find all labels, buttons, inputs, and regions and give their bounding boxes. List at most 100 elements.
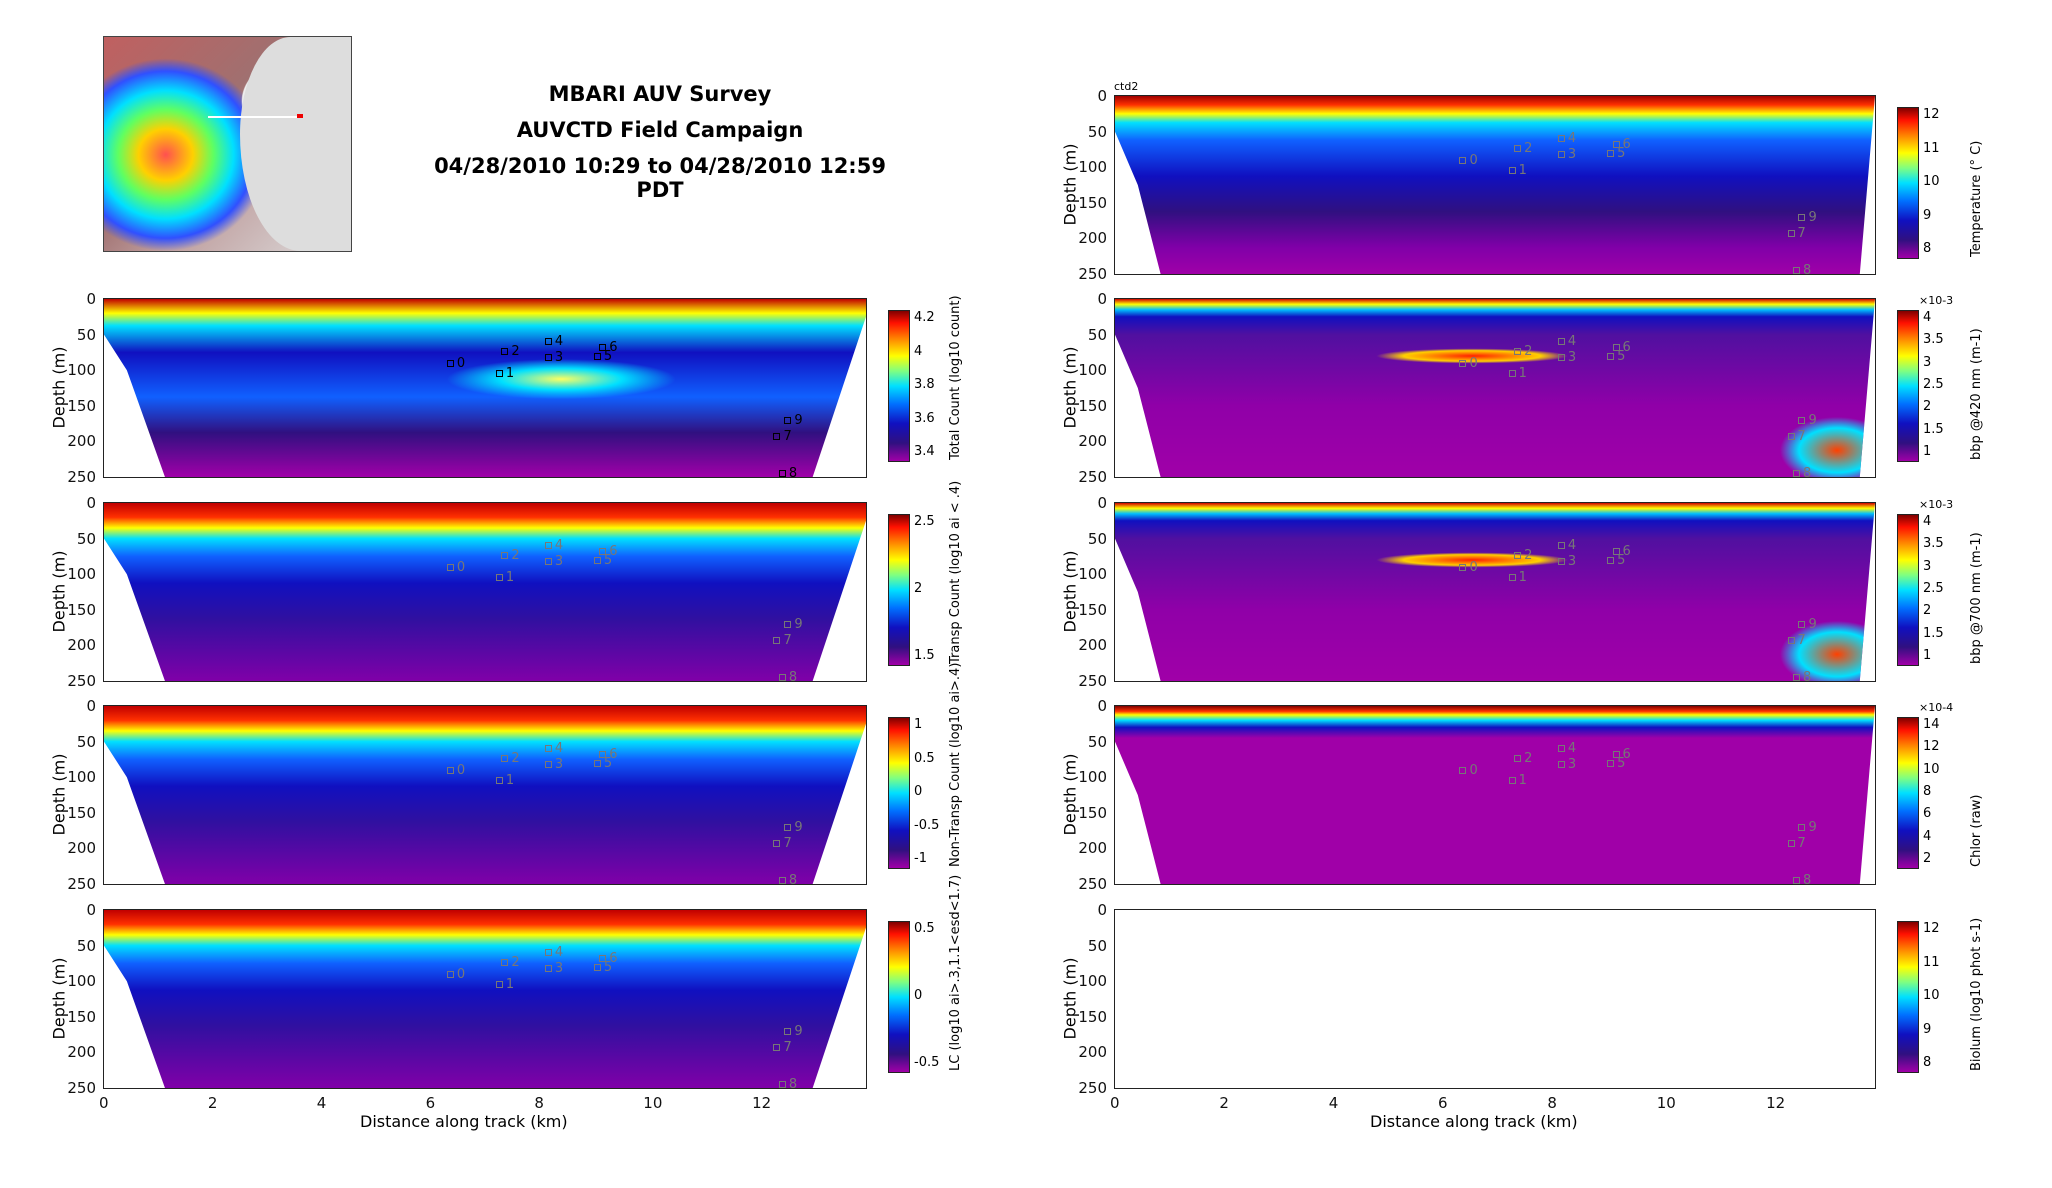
y-tick-label: 0 xyxy=(86,494,96,512)
marker-square-icon xyxy=(1792,267,1800,275)
colorbar-tick-label: 1 xyxy=(914,717,923,732)
marker-label: 0 xyxy=(456,559,466,575)
marker-square-icon xyxy=(593,759,601,767)
station-marker: 4 xyxy=(544,538,563,553)
colorbar-tick-label: 3.4 xyxy=(914,444,935,459)
station-marker: 3 xyxy=(544,757,563,772)
station-marker: 0 xyxy=(446,763,465,778)
colorbar-tick-label: 1.5 xyxy=(1923,421,1944,437)
marker-square-icon xyxy=(1459,563,1467,571)
x-tick-label: 6 xyxy=(1438,1094,1448,1112)
marker-label: 7 xyxy=(1797,633,1806,649)
marker-square-icon xyxy=(778,1081,786,1089)
marker-square-icon xyxy=(593,556,601,564)
y-tick-label: 100 xyxy=(67,768,96,787)
x-tick-label: 8 xyxy=(1547,1094,1557,1112)
marker-label: 0 xyxy=(1469,355,1478,371)
colorbar-tick-label: 2 xyxy=(1923,603,1932,619)
colorbar-tick-label: 8 xyxy=(1923,784,1932,799)
colorbar-tick-label: 10 xyxy=(1923,761,1940,777)
colorbar-tick-label: 3.5 xyxy=(1923,332,1944,348)
station-marker: 3 xyxy=(1557,350,1577,366)
data-field-temp xyxy=(1115,96,1875,274)
y-tick-label: 50 xyxy=(1087,529,1107,548)
colorbar-tick-label: 9 xyxy=(1923,207,1932,223)
station-marker: 3 xyxy=(1557,757,1577,773)
marker-square-icon xyxy=(593,963,601,971)
marker-square-icon xyxy=(1798,621,1806,629)
station-marker: 3 xyxy=(1557,554,1576,569)
x-tick-label: 10 xyxy=(643,1094,663,1112)
marker-square-icon xyxy=(1787,230,1795,238)
y-axis-label: Depth (m) xyxy=(49,957,69,1040)
marker-square-icon xyxy=(1607,556,1615,564)
marker-square-icon xyxy=(1557,151,1565,159)
colorbar-temp xyxy=(1897,107,1919,259)
colorbar-tick-label: 4.2 xyxy=(914,310,935,325)
plot-nontransp: 0 50 100 150 200 250 Depth (m) 0 1 2 3 4 5 6 7 8 9 xyxy=(50,697,867,893)
marker-label: 0 xyxy=(1469,762,1478,778)
data-field-chlor xyxy=(1115,706,1875,884)
survey-map-inset xyxy=(103,36,352,252)
station-marker: 5 xyxy=(593,349,612,364)
colorbar-tick-label: 0 xyxy=(914,988,923,1003)
title-line-1: MBARI AUV Survey xyxy=(548,82,772,106)
marker-square-icon xyxy=(784,621,792,629)
colorbar-tick-label: 3 xyxy=(1923,558,1932,574)
marker-label: 8 xyxy=(1802,873,1812,889)
marker-square-icon xyxy=(501,347,509,355)
marker-square-icon xyxy=(544,965,552,973)
y-tick-label: 50 xyxy=(1087,325,1107,344)
marker-square-icon xyxy=(1459,359,1467,367)
station-marker: 7 xyxy=(773,836,792,851)
station-marker: 9 xyxy=(784,820,803,835)
marker-label: 2 xyxy=(511,954,520,970)
station-marker: 0 xyxy=(446,967,465,982)
colorbar-label: Total Count (log10 count) xyxy=(948,295,963,460)
plot-biolum: 0 50 100 150 200 250 0 2 4 6 8 10 12 Depth (m) Distanc… xyxy=(1061,901,1876,1131)
station-marker: 2 xyxy=(501,548,520,563)
station-marker: 1 xyxy=(1508,366,1527,381)
marker-square-icon xyxy=(1508,573,1516,581)
y-tick-label: 0 xyxy=(86,901,96,919)
auv-track-line xyxy=(207,116,297,119)
colorbar-tick-label: 1.5 xyxy=(1923,625,1944,641)
y-tick-label: 200 xyxy=(1078,1043,1107,1062)
colorbar-tick-label: 8 xyxy=(1923,241,1932,256)
y-tick-label: 250 xyxy=(67,1079,96,1097)
land-area xyxy=(239,37,351,251)
marker-square-icon xyxy=(1612,344,1620,352)
x-tick-label: 12 xyxy=(752,1094,772,1112)
y-tick-label: 200 xyxy=(67,432,96,451)
colorbar-exponent: ×10-4 xyxy=(1919,701,1954,714)
marker-label: 3 xyxy=(1567,147,1577,163)
marker-label: 3 xyxy=(1567,757,1577,773)
colorbar-label: Temperature (° C) xyxy=(1969,140,1984,257)
station-marker: 1 xyxy=(1508,570,1527,585)
colorbar-tick-label: 8 xyxy=(1923,1055,1932,1070)
y-tick-label: 250 xyxy=(1078,672,1107,690)
colorbar-tick-label: 11 xyxy=(1923,954,1940,970)
marker-square-icon xyxy=(1557,338,1565,346)
marker-label: 5 xyxy=(603,755,613,771)
marker-label: 8 xyxy=(1802,670,1812,686)
y-tick-label: 0 xyxy=(1097,290,1107,308)
marker-square-icon xyxy=(1607,352,1615,360)
marker-square-icon xyxy=(544,558,552,566)
marker-label: 8 xyxy=(1802,263,1812,279)
marker-square-icon xyxy=(784,1028,792,1036)
y-tick-label: 50 xyxy=(76,732,96,751)
x-axis-label: Distance along track (km) xyxy=(360,1112,568,1131)
y-axis-label: Depth (m) xyxy=(49,753,69,836)
station-marker: 0 xyxy=(446,559,466,575)
marker-label: 4 xyxy=(1567,538,1577,554)
colorbar-tick-label: 4 xyxy=(1923,310,1932,325)
station-marker: 4 xyxy=(544,741,563,756)
x-tick-label: 4 xyxy=(316,1094,327,1112)
marker-label: 3 xyxy=(1567,350,1577,366)
marker-square-icon xyxy=(593,352,601,360)
y-tick-label: 0 xyxy=(1097,87,1107,105)
colorbar-tick-label: 0.5 xyxy=(914,750,935,766)
station-marker: 2 xyxy=(1514,548,1532,563)
marker-square-icon xyxy=(1792,674,1800,682)
